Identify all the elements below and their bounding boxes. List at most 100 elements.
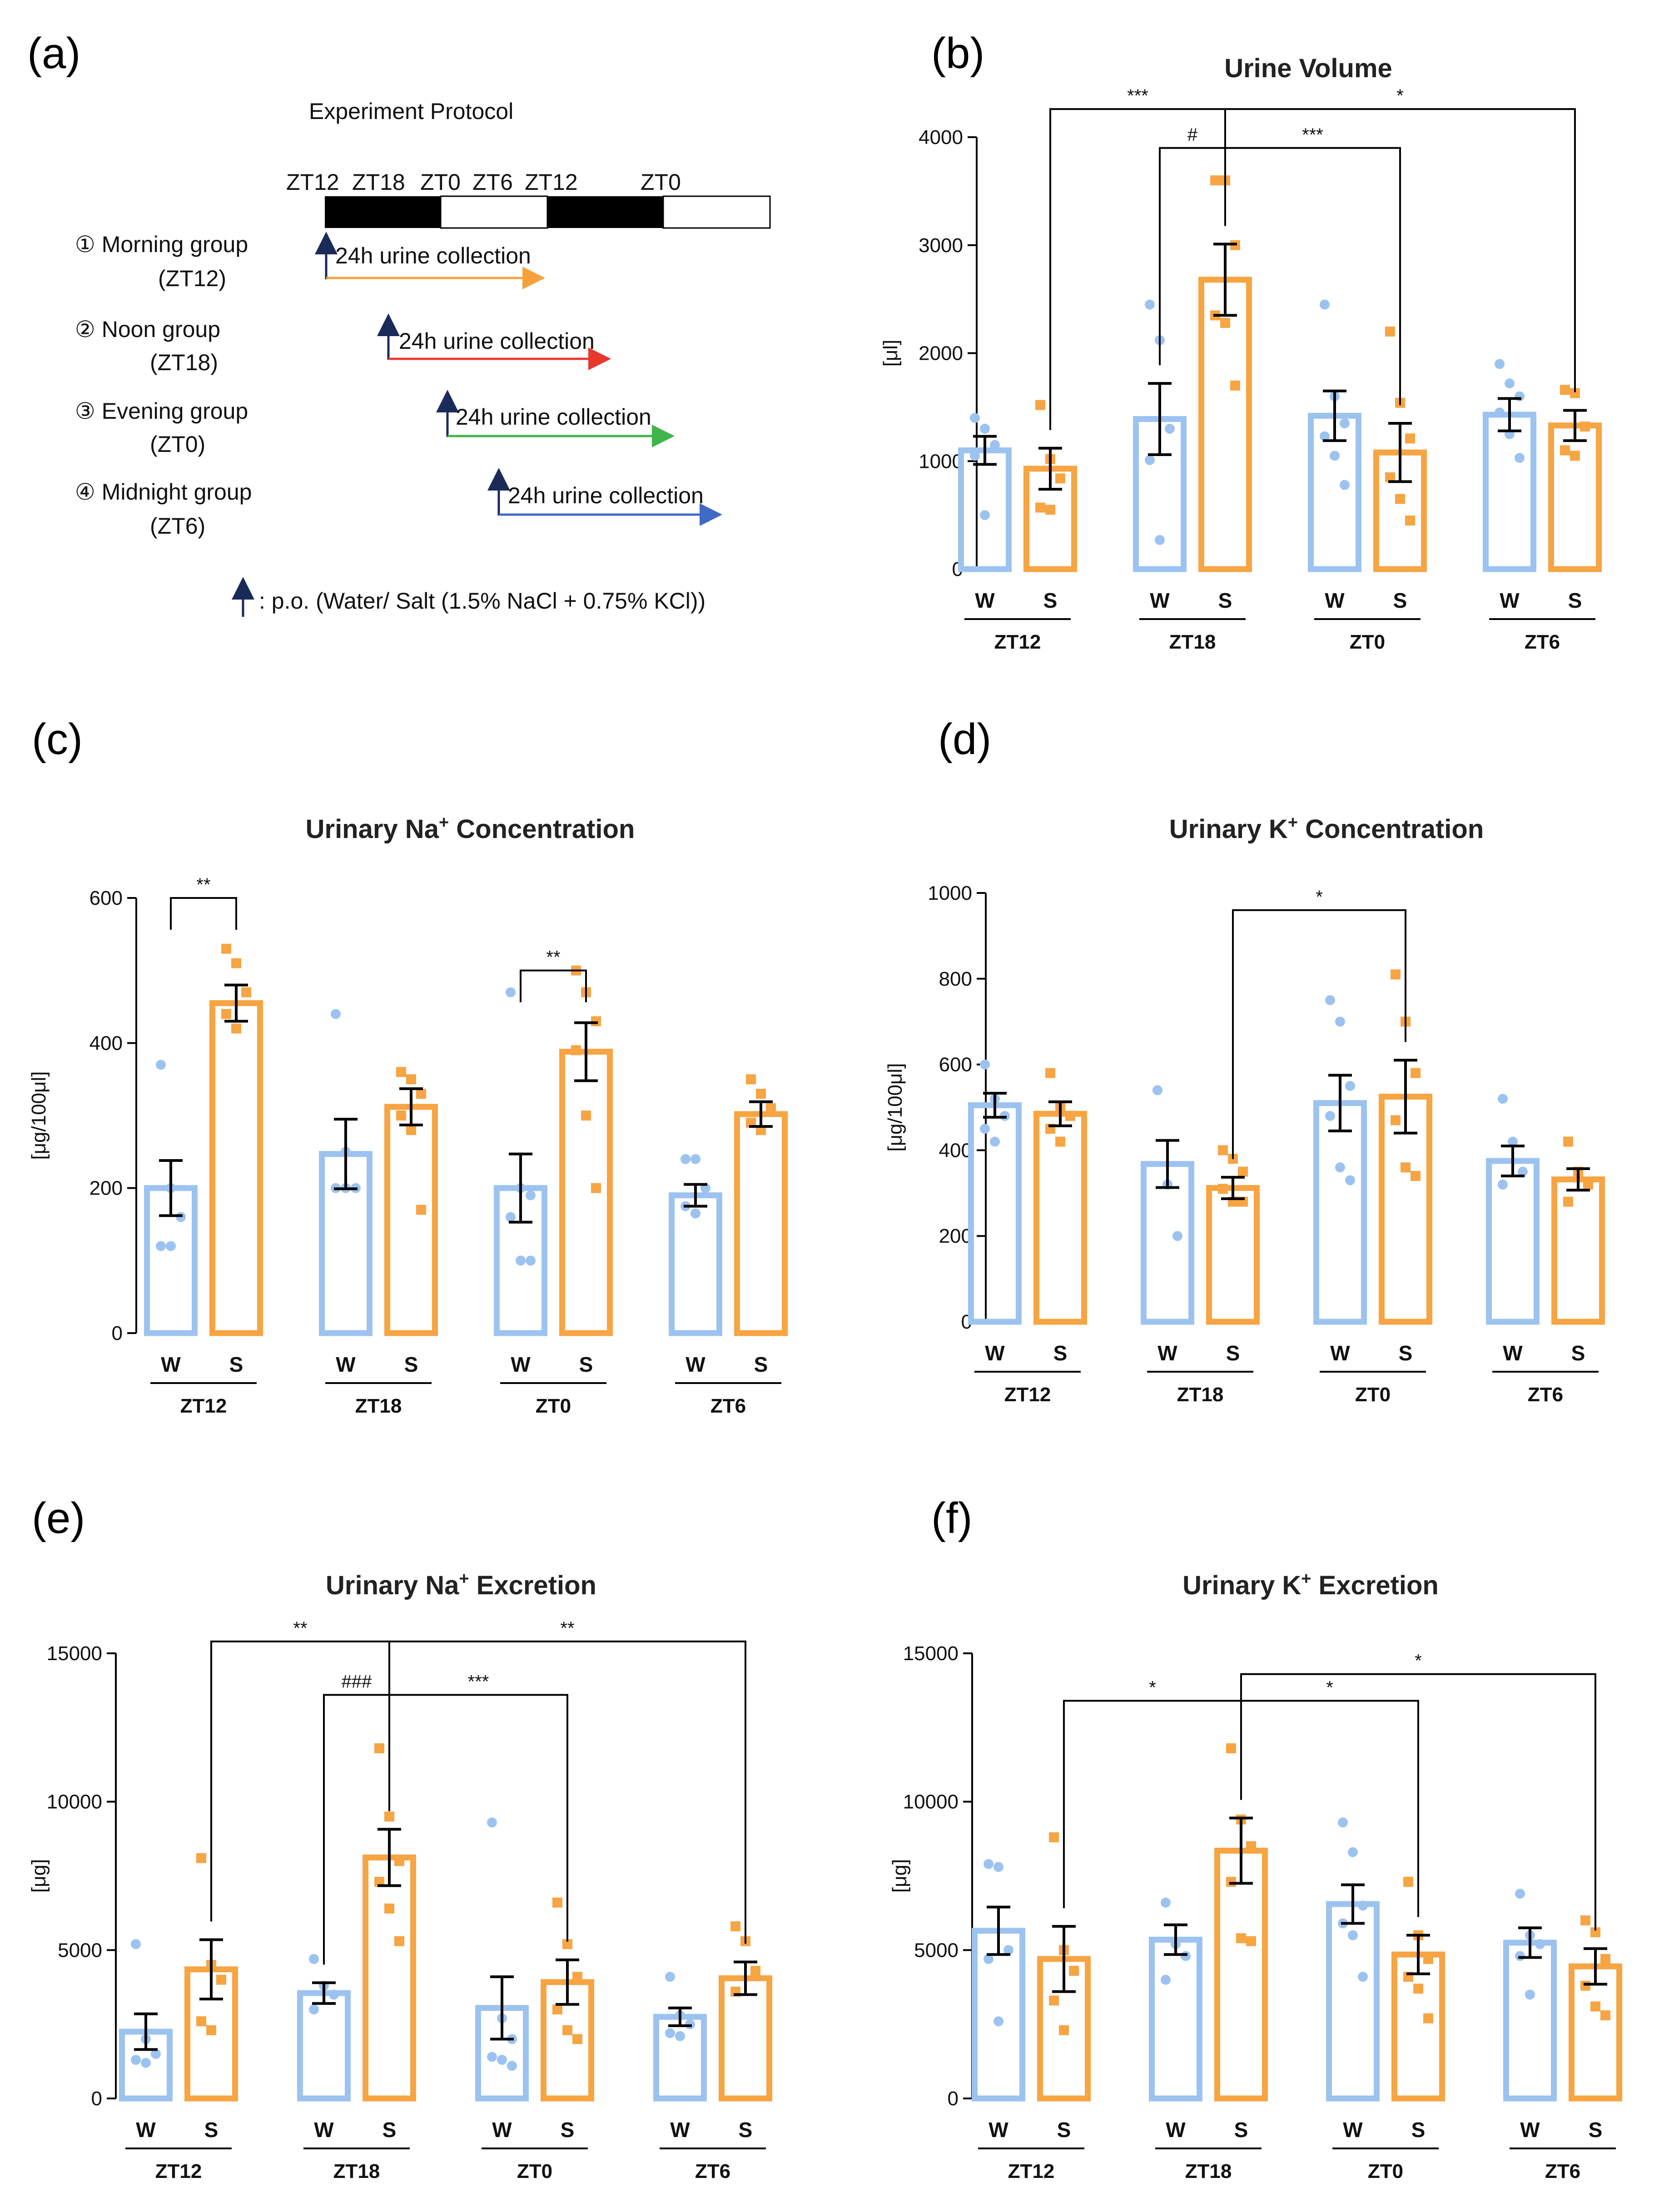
data-point-salt [396,1067,406,1077]
x-label-s: S [1568,589,1582,612]
data-point-salt [1580,1915,1590,1925]
data-point-water [1165,423,1175,434]
data-point-water [1525,1989,1535,2000]
data-point-salt [1035,400,1045,410]
bar-s-zt18 [1206,1185,1260,1325]
data-point-salt [1395,494,1405,504]
y-tick-label: 5000 [914,1939,959,1961]
significance-label: * [1415,1651,1422,1671]
y-tick-label: 1000 [919,450,963,472]
significance-bracket [170,897,237,930]
data-point-salt [1570,388,1580,398]
data-point-water [1345,1081,1355,1091]
group-label-zt0: ZT0 [1350,631,1385,653]
light-dark-timeline [325,195,771,229]
data-point-salt [750,1966,760,1976]
data-point-salt [1045,1068,1055,1078]
panel-letter-e: (e) [32,1494,85,1542]
group-label-zt18: ZT18 [1185,2160,1232,2182]
timeline-label-zt12b: ZT12 [525,169,578,195]
significance-label: * [1316,887,1323,907]
data-point-salt [394,1936,404,1946]
panel-letter-b: (b) [931,29,984,78]
collection-evening: 24h urine collection [436,390,675,447]
data-point-salt [1423,1954,1433,1964]
data-point-salt [1220,317,1230,328]
data-point-salt [1411,1068,1421,1078]
bar-s-zt18 [384,1104,438,1336]
significance-label: *** [1302,125,1323,145]
group-label-zt18: ZT18 [1169,631,1216,653]
protocol-legend-text: : p.o. (Water/ Salt (1.5% NaCl + 0.75% K… [259,588,705,614]
x-label-s: S [1226,1341,1240,1365]
data-point-water [1358,1900,1368,1911]
x-label-s: S [1571,1341,1585,1365]
significance-bracket [1240,1700,1419,1917]
data-point-water [1358,1972,1368,1982]
x-label-w: W [685,1353,705,1376]
data-point-salt [1560,445,1570,456]
data-point-salt [196,1853,206,1863]
dark-phase-2 [547,196,663,228]
data-point-water [970,451,980,461]
data-point-salt [1583,1179,1593,1190]
y-axis-label: [μg/100μl] [28,1071,50,1160]
x-label-s: S [1057,2118,1071,2142]
y-tick-label: 200 [89,1177,123,1200]
group-label-zt6: ZT6 [1528,1384,1563,1406]
bar-s-zt18 [363,1854,416,2102]
data-point-water [1335,1017,1345,1027]
y-axis-label: [μg] [28,1859,50,1893]
x-label-w: W [1166,2118,1186,2142]
data-point-water [980,1124,990,1134]
data-point-salt [1065,1111,1075,1121]
data-point-salt [1055,1136,1065,1147]
x-label-w: W [1325,589,1345,612]
group-sub-midnight: (ZT6) [150,513,205,539]
data-point-water [1505,378,1515,389]
data-point-salt [1391,969,1401,980]
data-point-water [166,1241,176,1251]
x-label-s: S [229,1353,243,1376]
data-point-salt [416,1089,426,1099]
bar-w-zt12 [972,1928,1025,2102]
chart-title: Urinary Na+ Excretion [326,1569,596,1600]
x-label-s: S [404,1353,418,1376]
data-point-water [309,1954,319,1964]
bar-w-zt6 [1486,1158,1540,1325]
data-point-salt [1405,516,1415,526]
group-sub-noon: (ZT18) [150,350,218,375]
data-point-salt [756,1089,766,1099]
data-point-water [984,1859,993,1869]
data-point-water [1320,299,1330,310]
data-point-water [1535,1939,1545,1949]
group-sub-evening: (ZT0) [150,431,205,457]
collection-label-noon: 24h urine collection [399,328,595,354]
y-tick-label: 4000 [919,126,963,149]
data-point-salt [1045,505,1055,515]
data-point-salt [1385,472,1395,482]
bar-s-zt6 [1551,1176,1605,1325]
data-point-salt [1403,1877,1413,1887]
x-label-w: W [314,2118,334,2142]
x-label-s: S [382,2118,397,2142]
chart-title: Urinary K+ Excretion [1182,1569,1439,1600]
data-point-salt [1600,1954,1610,1964]
group-label-zt12: ZT12 [994,631,1041,653]
x-label-w: W [988,2118,1008,2142]
data-point-salt [221,1009,231,1019]
data-point-salt [1423,2013,1433,2024]
significance-label: * [1396,86,1404,106]
group-name-evening: ③ Evening group [75,398,248,424]
chart-title: Urine Volume [1224,54,1392,83]
data-point-salt [241,987,251,997]
x-label-w: W [161,1353,181,1376]
bar-s-zt6 [734,1111,788,1336]
group-label-zt6: ZT6 [695,2160,730,2182]
group-label-zt0: ZT0 [1368,2160,1403,2182]
data-point-water [141,2058,151,2068]
data-point-salt [1238,1166,1248,1177]
data-point-salt [591,1183,601,1193]
timeline-label-zt0b: ZT0 [641,169,681,195]
